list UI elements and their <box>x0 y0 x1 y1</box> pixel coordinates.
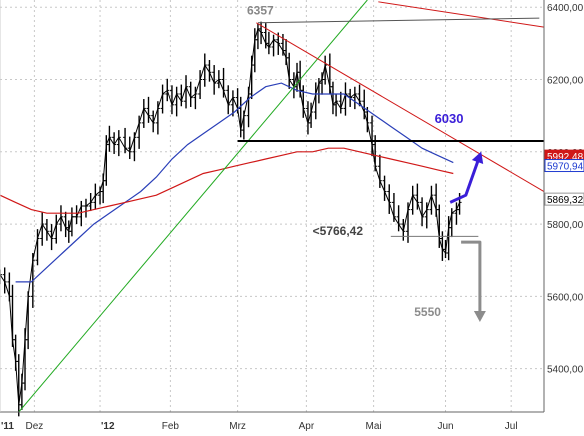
last-value-badge <box>544 192 584 206</box>
y-tick-label: 5400,00 <box>547 365 584 376</box>
annotations: 6357 6030 <5766,42 5550 <box>247 3 464 319</box>
annotation-label: 5550 <box>414 305 441 319</box>
trendlines <box>18 0 545 413</box>
last-value-label: 5992,48 <box>547 152 584 163</box>
forecast-down-arrow-head <box>473 311 486 322</box>
last-value-label: 5970,94 <box>547 162 584 173</box>
last-value-badge <box>544 159 584 173</box>
y-tick-label: 6400,00 <box>547 3 584 14</box>
annotation-label: <5766,42 <box>313 224 364 238</box>
x-tick-label: Jul <box>505 421 518 432</box>
downtrend-line <box>256 22 545 192</box>
forecast-down-arrow <box>461 240 482 318</box>
top-line <box>257 17 540 24</box>
moving-averages <box>0 82 454 283</box>
downtrend-line <box>378 1 545 28</box>
annotation-label: 6357 <box>247 3 274 17</box>
moving-average-short <box>15 82 454 283</box>
y-tick-label: 5800,00 <box>547 220 584 231</box>
grid <box>0 0 544 412</box>
moving-average-long <box>0 147 454 214</box>
forecast-arrows <box>449 151 486 322</box>
x-tick-label: Mai <box>366 421 382 432</box>
x-tick-label: '12 <box>101 421 115 432</box>
x-tick-label: Dez <box>25 421 43 432</box>
x-tick-label: '11 <box>1 421 14 432</box>
annotation-label: 6030 <box>435 111 464 126</box>
forecast-up-arrow <box>449 154 482 204</box>
x-tick-label: Feb <box>162 421 180 432</box>
x-tick-label: Apr <box>299 421 315 432</box>
x-tick-label: Jun <box>437 421 453 432</box>
y-tick-label: 5600,00 <box>547 292 584 303</box>
forecast-up-arrow-head <box>471 151 484 164</box>
x-tick-label: Mrz <box>229 421 246 432</box>
price-series <box>0 21 462 417</box>
y-tick-label: 6200,00 <box>547 76 584 87</box>
last-value-label: 5869,32 <box>547 195 584 206</box>
uptrend-line <box>18 0 368 413</box>
